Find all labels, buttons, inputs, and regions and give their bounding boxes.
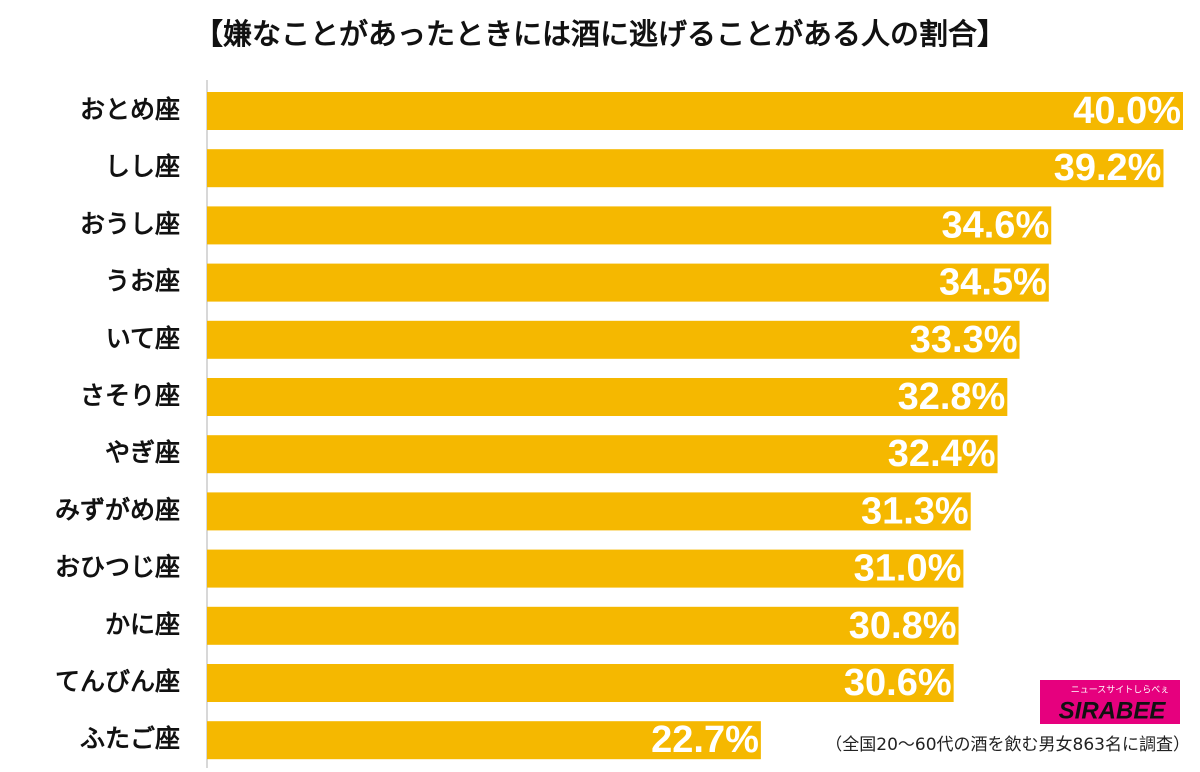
value-label: 32.8% — [898, 376, 1006, 418]
bar — [207, 492, 971, 531]
value-label: 30.6% — [844, 662, 952, 704]
bar — [207, 721, 761, 760]
bar — [207, 549, 964, 588]
value-label: 32.4% — [888, 433, 996, 475]
category-label: ふたご座 — [80, 724, 180, 753]
logo-box — [1040, 680, 1180, 724]
bar — [207, 206, 1052, 245]
chart-title: 【嫌なことがあったときには酒に逃げることがある人の割合】 — [194, 17, 1006, 51]
category-label: かに座 — [105, 610, 180, 639]
logo-text: SIRABEE — [1059, 697, 1167, 724]
category-label: いて座 — [106, 324, 180, 353]
category-label: おとめ座 — [80, 95, 180, 124]
value-label: 39.2% — [1054, 147, 1162, 189]
bar — [207, 606, 959, 645]
bar — [207, 263, 1049, 302]
category-label: みずがめ座 — [55, 495, 180, 524]
value-label: 22.7% — [651, 719, 759, 761]
category-label: さそり座 — [80, 381, 180, 410]
value-label: 30.8% — [849, 605, 957, 647]
logo-subtext: ニュースサイトしらべぇ — [1071, 685, 1170, 696]
logo: ニュースサイトしらべぇ SIRABEE — [1040, 680, 1180, 724]
category-label: しし座 — [105, 152, 180, 181]
category-label: てんびん座 — [55, 667, 180, 696]
value-label: 31.0% — [854, 548, 962, 590]
bar — [207, 320, 1020, 359]
footnote: （全国20〜60代の酒を飲む男女863名に調査） — [825, 735, 1190, 755]
value-label: 34.5% — [939, 262, 1047, 304]
value-label: 33.3% — [910, 319, 1018, 361]
category-label: おうし座 — [80, 209, 180, 238]
bar — [207, 149, 1164, 188]
category-label: おひつじ座 — [55, 553, 180, 582]
value-label: 40.0% — [1073, 90, 1181, 132]
value-label: 31.3% — [861, 490, 969, 532]
category-label: やぎ座 — [105, 438, 180, 467]
bar — [207, 435, 998, 474]
value-label: 34.6% — [941, 204, 1049, 246]
bar — [207, 92, 1183, 130]
bar — [207, 378, 1008, 416]
bar — [207, 664, 954, 702]
category-label: うお座 — [105, 267, 180, 296]
